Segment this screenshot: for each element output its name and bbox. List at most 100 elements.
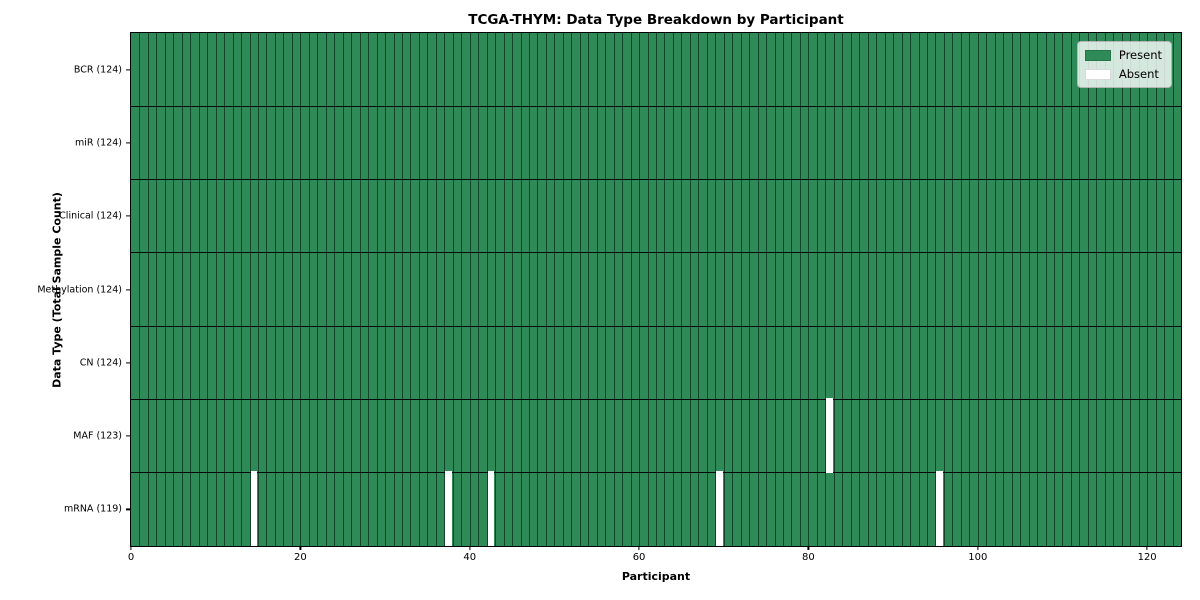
grid-line-vertical	[1164, 33, 1166, 546]
grid-line-vertical	[385, 33, 387, 546]
grid-line-vertical	[207, 33, 209, 546]
y-tick	[125, 362, 130, 364]
row-boundary-line	[131, 252, 1181, 254]
y-tick	[125, 215, 130, 217]
legend-swatch-present	[1084, 49, 1111, 61]
grid-line-vertical	[503, 33, 505, 546]
y-tick-label: miR (124)	[74, 137, 122, 149]
grid-line-vertical	[808, 33, 810, 546]
grid-line-vertical	[241, 33, 243, 546]
grid-line-vertical	[300, 33, 302, 546]
x-tick	[807, 546, 809, 550]
grid-line-vertical	[1028, 33, 1030, 546]
x-tick-label: 60	[632, 552, 646, 563]
grid-line-vertical	[647, 33, 649, 546]
y-tick-label: BCR (124)	[73, 64, 122, 76]
grid-line-vertical	[910, 33, 912, 546]
grid-line-vertical	[215, 33, 217, 546]
x-tick	[299, 546, 301, 550]
y-tick	[125, 142, 130, 144]
y-tick	[125, 69, 130, 71]
x-tick-label: 100	[968, 552, 988, 563]
grid-line-vertical	[342, 33, 344, 546]
grid-line-vertical	[639, 33, 641, 546]
grid-line-vertical	[783, 33, 785, 546]
grid-line-vertical	[698, 33, 700, 546]
y-tick-label: MAF (123)	[73, 430, 122, 442]
grid-line-vertical	[528, 33, 530, 546]
x-tick-label: 20	[293, 552, 307, 563]
grid-line-vertical	[520, 33, 522, 546]
grid-line-vertical	[1147, 33, 1149, 546]
grid-line-vertical	[545, 33, 547, 546]
legend-item: Absent	[1084, 67, 1162, 81]
grid-line-vertical	[444, 33, 446, 546]
grid-line-vertical	[1121, 33, 1123, 546]
grid-line-vertical	[876, 33, 878, 546]
grid-line-vertical	[630, 33, 632, 546]
grid-line-vertical	[757, 33, 759, 546]
grid-line-vertical	[1003, 33, 1005, 546]
absent-bar	[445, 471, 452, 546]
chart-title: TCGA-THYM: Data Type Breakdown by Partic…	[468, 12, 844, 28]
grid-line-vertical	[351, 33, 353, 546]
grid-line-vertical	[198, 33, 200, 546]
grid-line-vertical	[816, 33, 818, 546]
grid-line-vertical	[537, 33, 539, 546]
grid-line-vertical	[190, 33, 192, 546]
grid-line-vertical	[469, 33, 471, 546]
plot-area: Present Absent BCR (124) miR (124) Clinical…	[37, 32, 1182, 563]
grid-line-vertical	[588, 33, 590, 546]
x-axis-label: Participant	[621, 570, 691, 583]
grid-line-vertical	[291, 33, 293, 546]
grid-line-vertical	[486, 33, 488, 546]
absent-bar	[716, 471, 723, 546]
grid-line-vertical	[969, 33, 971, 546]
grid-line-vertical	[317, 33, 319, 546]
grid-line-vertical	[249, 33, 251, 546]
grid-line-vertical	[901, 33, 903, 546]
grid-line-vertical	[1070, 33, 1072, 546]
grid-line-vertical	[224, 33, 226, 546]
grid-line-vertical	[1053, 33, 1055, 546]
grid-line-vertical	[435, 33, 437, 546]
grid-line-vertical	[512, 33, 514, 546]
grid-line-vertical	[410, 33, 412, 546]
grid-line-vertical	[833, 33, 835, 546]
grid-line-vertical	[452, 33, 454, 546]
x-tick	[638, 546, 640, 550]
grid-line-vertical	[1087, 33, 1089, 546]
grid-line-vertical	[664, 33, 666, 546]
grid-line-vertical	[562, 33, 564, 546]
grid-line-vertical	[766, 33, 768, 546]
row-boundary-line	[131, 105, 1181, 107]
legend: Present Absent	[1076, 41, 1172, 88]
grid-line-vertical	[1172, 33, 1174, 546]
grid-line-vertical	[258, 33, 260, 546]
grid-line-vertical	[368, 33, 370, 546]
y-tick-label: mRNA (119)	[63, 503, 122, 515]
grid-line-vertical	[181, 33, 183, 546]
grid-line-vertical	[427, 33, 429, 546]
grid-line-vertical	[274, 33, 276, 546]
x-tick-label: 80	[802, 552, 815, 563]
grid-line-vertical	[1130, 33, 1132, 546]
x-tick-label: 120	[1137, 552, 1157, 563]
grid-line-vertical	[884, 33, 886, 546]
grid-line-vertical	[156, 33, 158, 546]
grid-line-vertical	[656, 33, 657, 546]
grid-line-vertical	[334, 33, 336, 546]
row-boundary-line	[131, 398, 1181, 400]
grid-line-vertical	[495, 33, 497, 546]
absent-bar	[250, 471, 257, 546]
grid-line-vertical	[164, 33, 166, 546]
x-tick	[130, 546, 132, 550]
grid-line-vertical	[1096, 33, 1098, 546]
absent-bar	[936, 471, 943, 546]
grid-line-vertical	[1155, 33, 1157, 546]
grid-line-vertical	[266, 33, 268, 546]
grid-line-vertical	[1062, 33, 1064, 546]
grid-line-vertical	[1138, 33, 1140, 546]
absent-bar	[826, 397, 833, 473]
row-boundary-line	[131, 179, 1181, 181]
